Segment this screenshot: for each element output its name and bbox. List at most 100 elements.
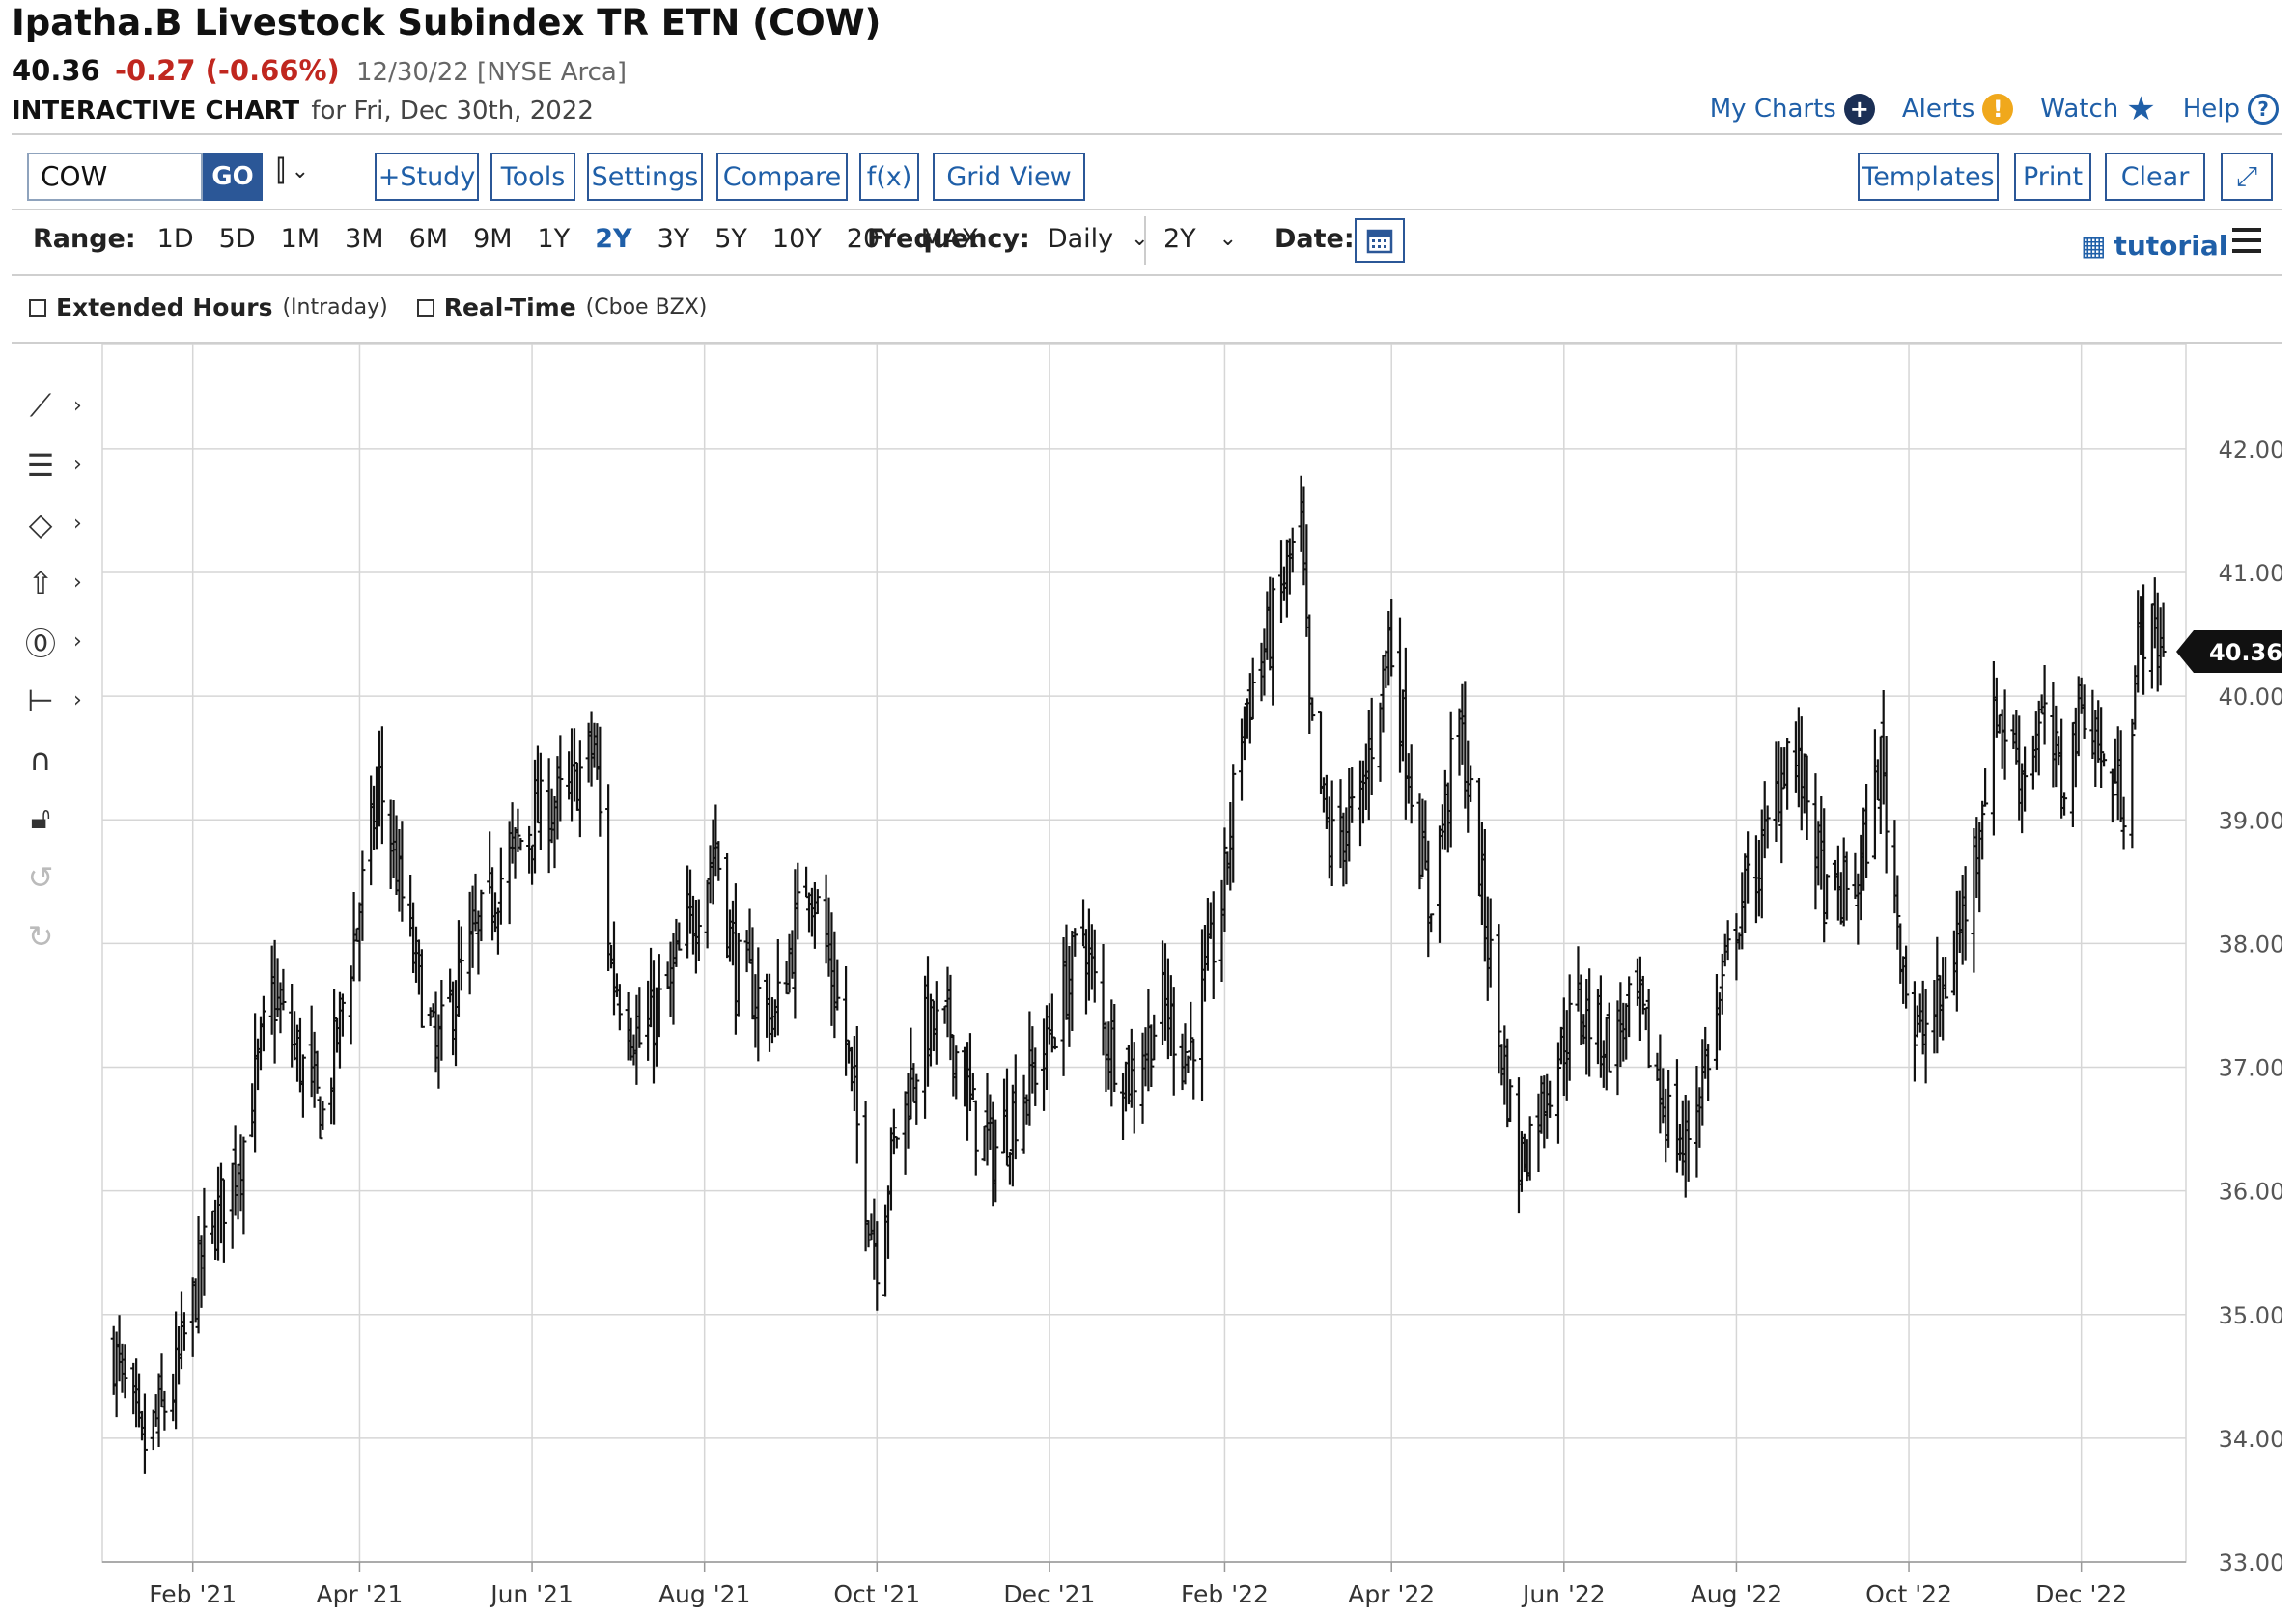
shape-icon: ◇: [28, 505, 53, 543]
ohlc-bar: [359, 850, 366, 941]
ohlc-bar: [1764, 805, 1771, 849]
ohlc-bar: [854, 1026, 860, 1164]
tool-lock[interactable]: 🔓︎: [21, 789, 98, 848]
ohlc-bar: [314, 1050, 321, 1094]
grid-view-button[interactable]: Grid View: [933, 153, 1085, 201]
ohlc-bar: [1270, 577, 1276, 706]
y-tick-label: 40.00: [2219, 683, 2282, 710]
frequency-selector[interactable]: Frequency: Daily ⌄: [867, 224, 1149, 254]
x-tick-label: Aug '22: [1691, 1580, 1782, 1608]
tool-annotation[interactable]: ⓪ ›: [21, 612, 98, 671]
ohlc-bar: [913, 1073, 920, 1125]
fx-button[interactable]: f(x): [859, 153, 919, 201]
range-option-10y[interactable]: 10Y: [771, 224, 822, 254]
ohlc-bar: [605, 784, 612, 972]
range-option-1d[interactable]: 1D: [156, 224, 194, 254]
ohlc-bar: [2129, 718, 2136, 849]
tool-shape[interactable]: ◇ ›: [21, 494, 98, 553]
tool-undo[interactable]: ↺: [21, 848, 98, 906]
ohlc-bar: [201, 1187, 208, 1296]
chevron-right-icon: ›: [73, 394, 82, 418]
symbol-input[interactable]: COW: [27, 153, 203, 201]
tools-button[interactable]: Tools: [490, 153, 575, 201]
ohlc-bar: [1824, 874, 1831, 920]
range-option-5y[interactable]: 5Y: [714, 224, 747, 254]
ohlc-bar: [557, 735, 564, 822]
range-option-3y[interactable]: 3Y: [657, 224, 690, 254]
lock-icon: 🔓︎: [30, 799, 51, 836]
ohlc-bar: [1487, 898, 1494, 988]
ohlc-bar: [1566, 974, 1573, 1081]
chevron-down-icon: ⌄: [291, 159, 310, 183]
expand-button[interactable]: ⤢: [2221, 153, 2273, 201]
checkbox-icon: [29, 298, 46, 317]
ohlc-bar: [1784, 738, 1791, 810]
my-charts-label: My Charts: [1709, 95, 1836, 124]
my-charts-link[interactable]: My Charts +: [1710, 93, 1875, 125]
ohlc-bar: [271, 939, 278, 1064]
ohlc-bar: [2160, 602, 2167, 657]
ohlc-bar: [1032, 1047, 1039, 1106]
extended-hours-checkbox[interactable]: Extended Hours (Intraday): [29, 293, 388, 321]
ohlc-bar: [1170, 987, 1177, 1096]
compare-button[interactable]: Compare: [716, 153, 848, 201]
range-option-3m[interactable]: 3M: [345, 224, 384, 254]
range-option-6m[interactable]: 6M: [408, 224, 449, 254]
price-chart[interactable]: 42.00 41.00 40.00 39.00 38.00 37.00 36.00 35.00…: [100, 344, 2282, 1616]
tutorial-link[interactable]: ▦ tutorial: [2081, 230, 2227, 262]
tool-trendline[interactable]: ⟋ ›: [21, 376, 98, 435]
print-button[interactable]: Print: [2014, 153, 2091, 201]
real-time-checkbox[interactable]: Real-Time (Cboe BZX): [416, 293, 708, 321]
tool-fibonacci[interactable]: ☰ ›: [21, 435, 98, 494]
watch-link[interactable]: Watch ★: [2040, 93, 2155, 125]
magnet-icon: ∩: [29, 740, 52, 778]
ohlc-bar: [1151, 1014, 1158, 1061]
range-option-9m[interactable]: 9M: [473, 224, 513, 254]
ohlc-bar: [2022, 746, 2029, 812]
y-tick-label: 33.00: [2219, 1549, 2282, 1576]
ohlc-bar: [656, 954, 662, 1038]
ohlc-bar: [526, 825, 533, 874]
study-button[interactable]: +Study: [375, 153, 479, 201]
range-option-1y[interactable]: 1Y: [537, 224, 571, 254]
help-label: Help: [2182, 95, 2240, 124]
plot-area: [101, 344, 2187, 1563]
ohlc-bar: [2035, 700, 2042, 776]
menu-icon[interactable]: [2232, 228, 2261, 253]
real-time-note: (Cboe BZX): [585, 295, 708, 320]
ohlc-bar: [1496, 924, 1502, 1074]
x-tick-label: Feb '21: [149, 1580, 237, 1608]
tool-arrow[interactable]: ⇧ ›: [21, 553, 98, 612]
tool-magnet[interactable]: ∩: [21, 730, 98, 789]
go-button[interactable]: GO: [203, 153, 263, 201]
ohlc-bar: [240, 1136, 247, 1235]
range-option-5d[interactable]: 5D: [218, 224, 256, 254]
ohlc-bar: [927, 993, 934, 1067]
range-option-2y[interactable]: 2Y: [595, 224, 632, 254]
clear-button[interactable]: Clear: [2105, 153, 2205, 201]
range-option-20y[interactable]: 20Y: [846, 224, 896, 254]
alerts-link[interactable]: Alerts !: [1902, 93, 2014, 125]
tool-measure[interactable]: ⊢ ›: [21, 671, 98, 730]
bar-type-selector[interactable]: ⫿ ⌄: [276, 154, 309, 188]
period-selector[interactable]: 2Y ⌄: [1163, 224, 1237, 254]
settings-button[interactable]: Settings: [587, 153, 703, 201]
ohlc-bar: [676, 922, 683, 951]
help-link[interactable]: Help ?: [2183, 93, 2279, 125]
ohlc-bar: [1190, 1038, 1197, 1100]
quote-meta: 12/30/22 [NYSE Arca]: [356, 58, 627, 87]
ohlc-bar: [2061, 792, 2068, 816]
tool-redo[interactable]: ↻: [21, 906, 98, 965]
ohlc-bar: [537, 752, 544, 850]
ohlc-bar: [1428, 913, 1435, 933]
extended-hours-note: (Intraday): [282, 295, 388, 320]
ohlc-bar: [576, 740, 583, 838]
calendar-button[interactable]: [1355, 218, 1405, 263]
range-option-max[interactable]: MAX: [920, 224, 979, 254]
ohlc-bars-icon: ⫿: [276, 154, 286, 188]
templates-button[interactable]: Templates: [1858, 153, 1999, 201]
price-change: -0.27 (-0.66%): [114, 54, 340, 87]
ohlc-bar: [1148, 1024, 1155, 1088]
tutorial-label: tutorial: [2114, 230, 2228, 262]
range-option-1m[interactable]: 1M: [280, 224, 321, 254]
